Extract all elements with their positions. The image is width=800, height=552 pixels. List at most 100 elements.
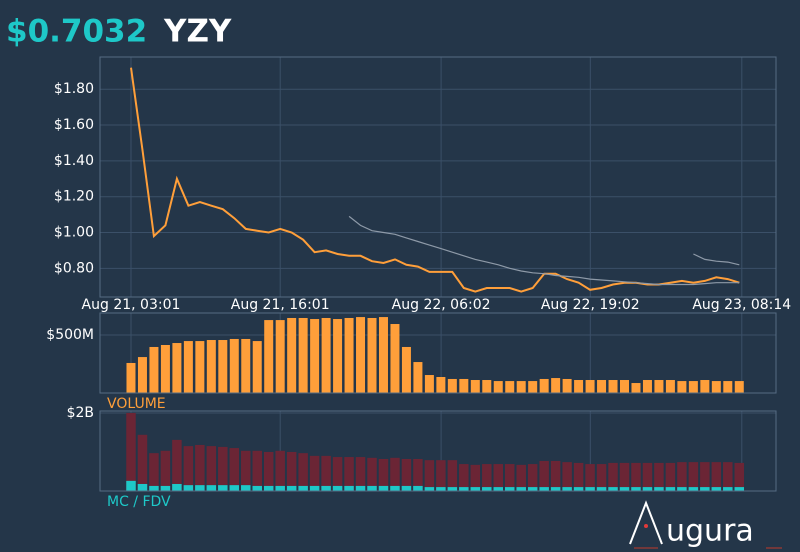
bar: [665, 462, 676, 491]
bar: [654, 462, 664, 491]
bar: [470, 464, 481, 491]
bar: [264, 320, 274, 393]
bar: [172, 439, 182, 491]
plot-frame: [99, 312, 777, 394]
bar: [241, 450, 251, 491]
bar: [642, 462, 653, 491]
bar: [723, 381, 733, 393]
bar: [688, 381, 698, 393]
symbol: YZY: [163, 14, 232, 50]
bar: [550, 487, 561, 491]
bar: [585, 487, 595, 491]
bar: [413, 459, 423, 491]
bar: [378, 485, 389, 491]
bar: [229, 448, 240, 491]
bar: [470, 380, 480, 393]
bar: [677, 462, 687, 491]
bar: [172, 343, 182, 393]
bar: [436, 377, 446, 393]
bar: [631, 383, 641, 393]
bar: [401, 459, 412, 491]
bar: [137, 357, 147, 393]
bar: [585, 380, 595, 393]
bar: [149, 453, 159, 491]
bar: [321, 317, 331, 393]
bar: [516, 487, 526, 491]
bar: [252, 450, 262, 491]
bar: [241, 485, 251, 491]
x-tick-label: Aug 21, 03:01: [82, 297, 181, 313]
price-line: [348, 215, 740, 286]
bar: [275, 320, 285, 393]
bar: [390, 324, 400, 393]
bar: [631, 487, 641, 491]
bar: [551, 378, 561, 393]
bar: [711, 487, 722, 491]
x-tick-label: Aug 21, 16:01: [231, 297, 330, 313]
bar: [241, 338, 251, 393]
bar: [459, 464, 469, 491]
bar: [527, 464, 538, 491]
bar: [608, 462, 618, 491]
panel-label: MC / FDV: [107, 494, 171, 510]
bar: [356, 317, 366, 393]
bar: [447, 487, 458, 491]
bar: [344, 457, 354, 491]
y-tick-label: $1.40: [54, 153, 94, 169]
bar: [321, 485, 331, 491]
bar: [229, 338, 239, 393]
y-tick-label: $1.20: [54, 189, 94, 205]
bar: [573, 487, 584, 491]
y-tick-label: $500M: [46, 327, 94, 343]
bar: [413, 485, 423, 491]
bar: [183, 446, 194, 491]
plot-frame: [99, 56, 777, 298]
bar: [321, 455, 331, 491]
bar: [654, 487, 664, 491]
bar: [573, 462, 584, 491]
bar: [309, 455, 320, 491]
bar: [367, 457, 377, 491]
bar: [562, 378, 572, 393]
bar: [275, 485, 285, 491]
bar: [137, 434, 148, 491]
bar: [195, 444, 205, 491]
price-line: [130, 67, 740, 293]
bar: [195, 485, 205, 491]
bar: [355, 485, 366, 491]
bar: [367, 485, 377, 491]
bar: [160, 345, 170, 393]
bar: [493, 464, 504, 491]
bar: [275, 450, 285, 491]
bar: [734, 462, 745, 491]
bar: [160, 485, 171, 491]
y-tick-label: $0.80: [54, 260, 94, 276]
bar: [286, 485, 297, 491]
bar: [195, 341, 205, 393]
bar: [263, 451, 274, 491]
logo-mark: [629, 500, 663, 545]
bar: [459, 378, 469, 393]
y-tick-label: $2B: [67, 405, 94, 421]
logo-dot: [644, 524, 648, 528]
bar: [585, 464, 595, 491]
bar: [504, 464, 515, 491]
bar: [149, 346, 159, 393]
price: $0.7032: [6, 14, 147, 50]
bar: [677, 487, 687, 491]
bar: [218, 340, 228, 393]
bar: [263, 485, 274, 491]
bar: [631, 462, 641, 491]
bar: [539, 378, 549, 393]
bar: [160, 450, 171, 491]
bar: [286, 451, 297, 491]
bar: [424, 487, 435, 491]
bar: [424, 375, 434, 393]
bar: [734, 381, 744, 393]
bar: [516, 381, 526, 393]
bar: [355, 457, 366, 491]
bar: [401, 485, 412, 491]
bar: [436, 460, 446, 491]
